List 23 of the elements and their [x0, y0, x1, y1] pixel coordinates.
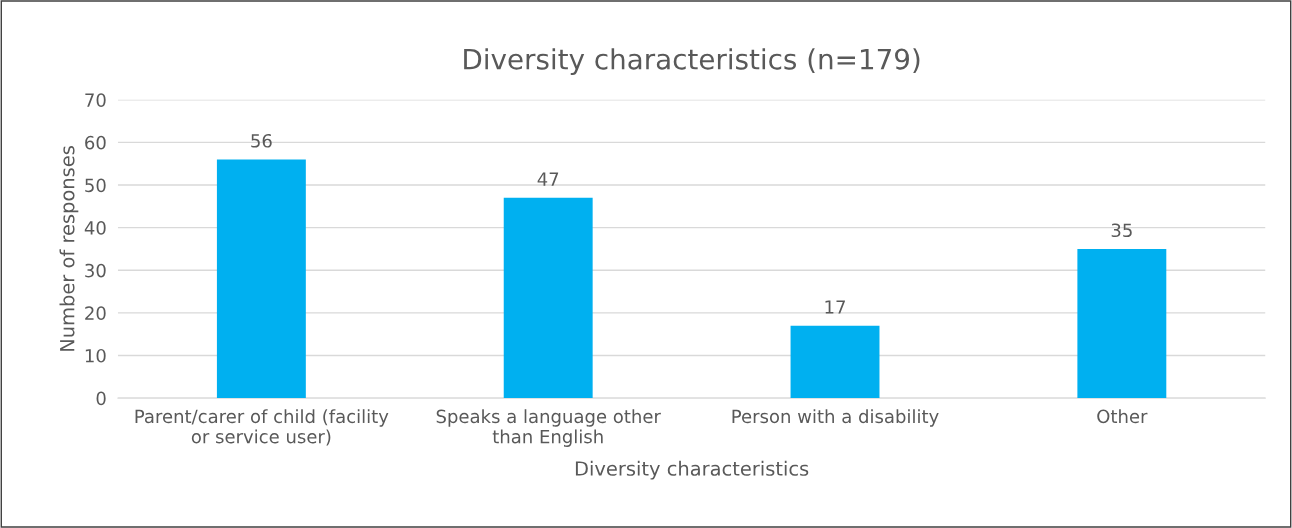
x-tick-label: Speaks a language other than English	[436, 409, 661, 447]
y-tick-label: 40	[84, 221, 106, 235]
data-label: 35	[1111, 223, 1132, 238]
x-tick-label: Person with a disability	[732, 409, 939, 427]
y-tick-label: 20	[85, 306, 106, 320]
data-label: 56	[251, 133, 272, 148]
y-tick-label: 10	[85, 348, 106, 363]
x-tick-label: Other	[1097, 409, 1148, 424]
y-tick-label: 30	[85, 263, 106, 278]
y-tick-label: 60	[85, 135, 106, 150]
y-tick-label: 50	[85, 178, 106, 193]
y-tick-label: 70	[85, 93, 106, 107]
y-axis-title: Number of responses	[59, 146, 79, 351]
bar	[790, 325, 880, 399]
data-label: 17	[825, 300, 845, 314]
y-tick-label: 0	[96, 391, 106, 406]
bar	[216, 159, 306, 399]
x-axis-title: Diversity characteristics	[575, 460, 809, 480]
bar	[1077, 248, 1167, 399]
x-tick-label: Parent/carer of child (facility or service user)	[135, 409, 389, 446]
bar	[503, 197, 593, 399]
chart-title: Diversity characteristics (n=179)	[464, 48, 920, 76]
data-label: 47	[537, 172, 559, 186]
